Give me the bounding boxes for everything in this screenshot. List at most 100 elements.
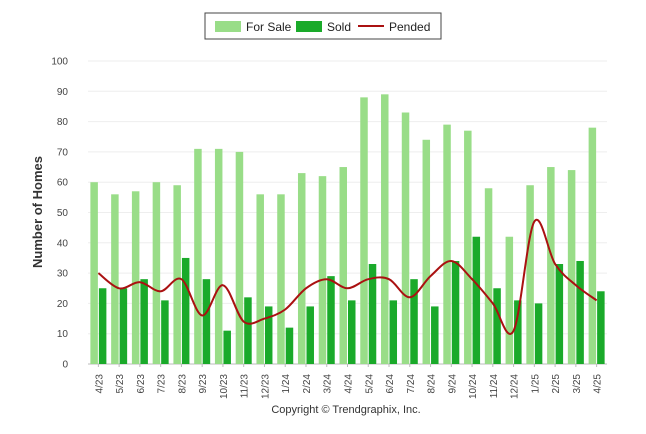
- bar-sold: [472, 236, 481, 364]
- bar-for-sale: [131, 191, 140, 364]
- x-tick-label: 11/23: [240, 374, 251, 399]
- bar-sold: [181, 257, 190, 364]
- bar-sold: [140, 279, 148, 364]
- x-tick-label: 10/24: [468, 374, 479, 399]
- bar-sold: [576, 260, 584, 364]
- x-tick-label: 6/23: [136, 374, 147, 394]
- bar-for-sale: [318, 176, 327, 364]
- x-tick-label: 4/25: [593, 374, 604, 394]
- bar-sold: [555, 264, 564, 364]
- x-tick-label: 12/23: [261, 374, 272, 399]
- y-axis-label: Number of Homes: [30, 156, 45, 268]
- bar-sold: [368, 264, 377, 364]
- bar-sold: [493, 288, 501, 364]
- bar-for-sale: [547, 167, 555, 364]
- bar-sold: [244, 297, 252, 364]
- bar-sold: [410, 279, 418, 364]
- bar-for-sale: [277, 194, 285, 364]
- x-tick-label: 3/24: [323, 374, 334, 394]
- bar-for-sale: [443, 124, 451, 364]
- x-tick-label: 9/23: [198, 374, 209, 394]
- bar-for-sale: [111, 194, 119, 364]
- y-tick-label: 90: [57, 87, 69, 98]
- bar-for-sale: [297, 173, 306, 364]
- bar-for-sale: [505, 236, 514, 364]
- x-tick-label: 7/24: [406, 374, 417, 394]
- bar-for-sale: [152, 182, 161, 364]
- y-tick-label: 0: [62, 360, 68, 371]
- x-tick-label: 9/24: [447, 374, 458, 394]
- bar-for-sale: [360, 97, 368, 365]
- series-line-pended: [97, 218, 598, 335]
- x-tick-label: 4/24: [344, 374, 355, 394]
- x-tick-label: 4/23: [94, 374, 105, 394]
- y-tick-label: 70: [57, 147, 69, 158]
- y-tick-label: 40: [57, 238, 69, 249]
- bar-for-sale: [401, 112, 410, 364]
- bar-for-sale: [90, 182, 98, 364]
- legend-label-pended: Pended: [389, 20, 430, 34]
- bar-for-sale: [588, 127, 597, 364]
- x-tick-label: 8/24: [427, 374, 438, 394]
- bar-sold: [597, 291, 605, 364]
- bar-sold: [119, 288, 128, 364]
- bar-for-sale: [173, 185, 181, 364]
- x-tick-label: 10/23: [219, 374, 230, 399]
- bar-sold: [285, 327, 294, 364]
- x-tick-label: 1/25: [530, 374, 541, 394]
- x-tick-label: 12/24: [510, 374, 521, 399]
- legend-label-sold: Sold: [327, 20, 351, 34]
- bar-for-sale: [381, 94, 389, 364]
- x-tick-label: 3/25: [572, 374, 583, 394]
- x-tick-label: 5/24: [364, 374, 375, 394]
- x-tick-label: 1/24: [281, 374, 292, 394]
- bar-for-sale: [256, 194, 264, 364]
- bar-sold: [161, 300, 169, 364]
- bar-for-sale: [235, 151, 244, 364]
- bar-sold: [348, 300, 356, 364]
- bar-for-sale: [339, 167, 347, 364]
- bars: [90, 94, 605, 365]
- bar-sold: [202, 279, 211, 364]
- x-tick-label: 7/23: [157, 374, 168, 394]
- copyright-footer: Copyright © Trendgraphix, Inc.: [271, 404, 420, 416]
- bar-sold: [306, 306, 314, 364]
- bar-for-sale: [422, 139, 431, 364]
- bar-sold: [264, 306, 273, 364]
- bar-sold: [514, 300, 522, 364]
- y-tick-label: 60: [57, 178, 69, 189]
- y-tick-label: 100: [51, 57, 68, 68]
- bar-sold: [534, 303, 543, 364]
- bar-for-sale: [484, 188, 493, 364]
- bar-sold: [327, 276, 335, 364]
- bar-sold: [451, 260, 460, 364]
- legend-box: [204, 12, 442, 40]
- legend: For Sale Sold Pended: [204, 12, 442, 40]
- y-tick-labels: 0 10 20 30 40 50 60 70 80 90 100: [51, 57, 68, 371]
- x-tick-label: 8/23: [177, 374, 188, 394]
- pended-line-group: [97, 218, 598, 335]
- x-tick-label: 2/24: [302, 374, 313, 394]
- x-tick-label: 2/25: [551, 374, 562, 394]
- bar-for-sale: [194, 148, 202, 364]
- bar-for-sale: [526, 185, 534, 364]
- y-tick-label: 10: [57, 329, 69, 340]
- x-tick-label: 11/24: [489, 374, 500, 399]
- bar-sold: [431, 306, 439, 364]
- y-tick-label: 50: [57, 208, 69, 219]
- bar-sold: [98, 288, 107, 364]
- bar-for-sale: [464, 130, 472, 364]
- bar-sold: [223, 330, 231, 364]
- legend-swatch-for-sale: [215, 21, 241, 32]
- bar-sold: [389, 300, 398, 364]
- legend-label-for-sale: For Sale: [246, 20, 292, 34]
- x-tick-labels: 4/23 5/23 6/23 7/23 8/23 9/23 10/23 11/23 12/23 1…: [94, 364, 604, 399]
- bar-for-sale: [567, 170, 576, 364]
- y-tick-label: 80: [57, 117, 69, 128]
- bar-for-sale: [214, 148, 223, 364]
- y-tick-label: 20: [57, 299, 69, 310]
- legend-swatch-sold: [296, 21, 322, 32]
- x-tick-label: 5/23: [115, 374, 126, 394]
- x-tick-label: 6/24: [385, 374, 396, 394]
